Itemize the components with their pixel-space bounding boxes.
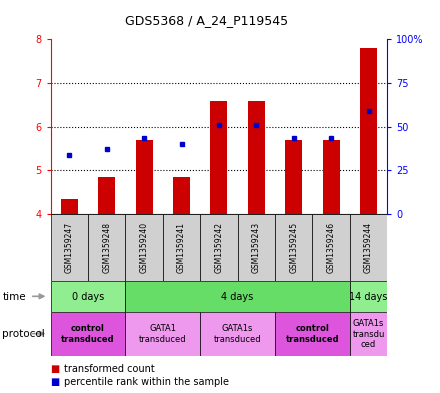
Bar [210, 101, 227, 214]
Text: transformed count: transformed count [64, 364, 154, 375]
Text: control
transduced: control transduced [286, 324, 339, 344]
Bar [323, 140, 340, 214]
Text: GSM1359241: GSM1359241 [177, 222, 186, 273]
Text: GATA1s
transdu
ced: GATA1s transdu ced [352, 319, 385, 349]
Text: GSM1359248: GSM1359248 [102, 222, 111, 273]
Text: 4 days: 4 days [221, 292, 254, 302]
Bar [248, 101, 265, 214]
Bar [173, 177, 190, 214]
Bar [51, 281, 125, 312]
Bar [163, 214, 200, 281]
Text: control
transduced: control transduced [61, 324, 115, 344]
Text: GATA1
transduced: GATA1 transduced [139, 324, 187, 344]
Text: GATA1s
transduced: GATA1s transduced [214, 324, 261, 344]
Bar [125, 214, 163, 281]
Bar [125, 281, 350, 312]
Text: GSM1359245: GSM1359245 [289, 222, 298, 273]
Text: 14 days: 14 days [349, 292, 388, 302]
Text: GSM1359244: GSM1359244 [364, 222, 373, 273]
Text: percentile rank within the sample: percentile rank within the sample [64, 377, 229, 387]
Text: protocol: protocol [2, 329, 45, 339]
Bar [285, 140, 302, 214]
Text: GSM1359242: GSM1359242 [214, 222, 224, 273]
Bar [51, 312, 125, 356]
Bar [88, 214, 125, 281]
Text: GSM1359240: GSM1359240 [139, 222, 149, 273]
Bar [312, 214, 350, 281]
Bar [275, 312, 350, 356]
Text: GSM1359243: GSM1359243 [252, 222, 261, 273]
Bar [360, 48, 377, 214]
Text: GSM1359246: GSM1359246 [326, 222, 336, 273]
Bar [125, 312, 200, 356]
Bar [350, 312, 387, 356]
Bar [61, 199, 78, 214]
Text: GSM1359247: GSM1359247 [65, 222, 74, 273]
Text: 0 days: 0 days [72, 292, 104, 302]
Bar [51, 214, 88, 281]
Bar [136, 140, 153, 214]
Bar [98, 177, 115, 214]
Bar [350, 214, 387, 281]
Bar [275, 214, 312, 281]
Text: ■: ■ [51, 377, 60, 387]
Bar [350, 281, 387, 312]
Text: time: time [2, 292, 26, 302]
Bar [238, 214, 275, 281]
Text: ■: ■ [51, 364, 60, 375]
Bar [200, 214, 238, 281]
Bar [200, 312, 275, 356]
Text: GDS5368 / A_24_P119545: GDS5368 / A_24_P119545 [125, 14, 288, 27]
